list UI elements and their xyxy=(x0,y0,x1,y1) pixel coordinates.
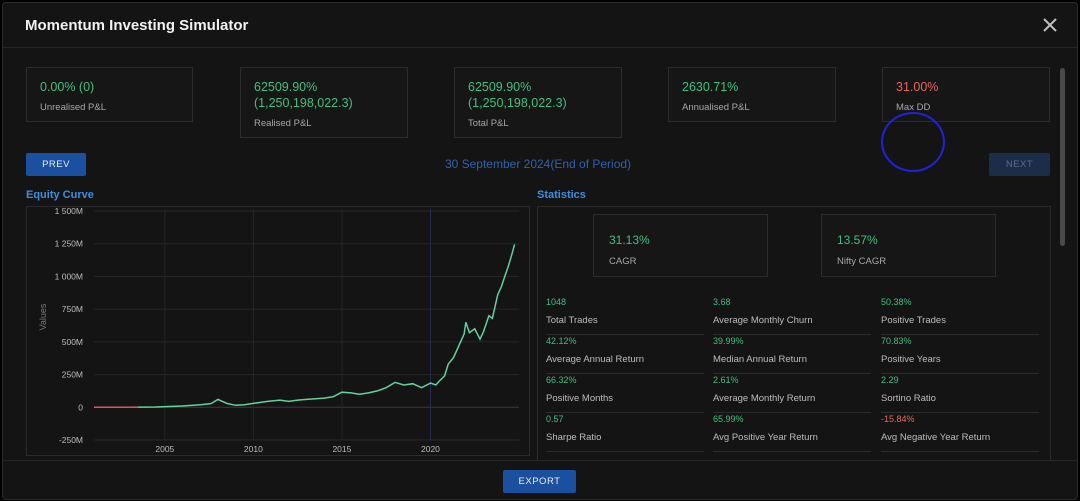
stat-value: 66.32% xyxy=(546,375,577,385)
y-tick-label: 1 250M xyxy=(55,239,83,249)
statistics-panel: 31.13% CAGR 13.57% Nifty CAGR 1048 Total … xyxy=(537,206,1051,460)
statistics-title: Statistics xyxy=(537,189,586,201)
stat-item: 65.99% Avg Positive Year Return xyxy=(713,412,871,452)
nifty-cagr-card: 13.57% Nifty CAGR xyxy=(821,214,996,277)
stat-value: 50.38% xyxy=(881,297,912,307)
stat-value: 39.99% xyxy=(713,336,744,346)
period-label: 30 September 2024(End of Period) xyxy=(444,157,632,171)
modal-header: Momentum Investing Simulator xyxy=(3,3,1077,48)
realised-pnl-card: 62509.90% (1,250,198,022.3) Realised P&L xyxy=(240,67,408,138)
annualised-pnl-card: 2630.71% Annualised P&L xyxy=(668,67,836,122)
y-axis-label: Values xyxy=(38,303,48,330)
stat-value: 0.57 xyxy=(546,414,564,424)
y-tick-label: -250M xyxy=(59,435,83,445)
stat-item: 42.12% Average Annual Return xyxy=(546,334,704,374)
modal-footer: EXPORT xyxy=(3,460,1077,499)
stat-label: Avg Negative Year Return xyxy=(881,432,991,443)
stat-value: -15.84% xyxy=(881,414,915,424)
unrealised-pnl-value: 0.00% (0) xyxy=(40,80,95,94)
stat-item: 1048 Total Trades xyxy=(546,295,704,335)
x-tick-label: 2020 xyxy=(421,444,440,454)
annualised-pnl-label: Annualised P&L xyxy=(682,102,750,113)
max-dd-value: 31.00% xyxy=(896,80,939,94)
stat-label: Positive Years xyxy=(881,354,941,365)
max-dd-label: Max DD xyxy=(896,102,931,113)
equity-series-line xyxy=(94,244,516,409)
annualised-pnl-value: 2630.71% xyxy=(682,80,739,94)
vertical-scrollbar[interactable] xyxy=(1060,68,1065,246)
realised-pnl-label: Realised P&L xyxy=(254,118,312,129)
total-pnl-value: 62509.90% (1,250,198,022.3) xyxy=(468,79,567,111)
stat-value: 1048 xyxy=(546,297,567,307)
stat-item: 0.57 Sharpe Ratio xyxy=(546,412,704,452)
total-pnl-label: Total P&L xyxy=(468,118,509,129)
stat-label: Total Trades xyxy=(546,315,598,326)
equity-chart: -250M 0 250M 500M 750M 1 000M 1 250M 1 500M 2005… xyxy=(26,206,530,456)
stat-value: 65.99% xyxy=(713,414,744,424)
max-dd-card: 31.00% Max DD xyxy=(882,67,1050,122)
stat-item: 2.29 Sortino Ratio xyxy=(881,373,1039,413)
nifty-cagr-value: 13.57% xyxy=(837,233,878,247)
stat-label: Positive Months xyxy=(546,393,614,404)
stat-label: Average Monthly Churn xyxy=(713,315,813,326)
stat-value: 70.83% xyxy=(881,336,912,346)
x-tick-label: 2010 xyxy=(244,444,263,454)
realised-pnl-value: 62509.90% (1,250,198,022.3) xyxy=(254,79,353,111)
export-button[interactable]: EXPORT xyxy=(503,470,576,493)
cagr-card: 31.13% CAGR xyxy=(593,214,768,277)
y-tick-label: 1 500M xyxy=(55,207,83,216)
realised-pnl-amount: (1,250,198,022.3) xyxy=(254,96,353,110)
stat-item: 66.32% Positive Months xyxy=(546,373,704,413)
close-icon[interactable] xyxy=(1039,14,1061,36)
stat-value: 2.61% xyxy=(713,375,739,385)
stat-item: 39.99% Median Annual Return xyxy=(713,334,871,374)
y-tick-label: 250M xyxy=(62,370,83,380)
x-tick-label: 2015 xyxy=(332,444,351,454)
cagr-label: CAGR xyxy=(609,256,637,267)
stat-value: 2.29 xyxy=(881,375,899,385)
total-pnl-percent: 62509.90% xyxy=(468,80,532,94)
modal-title: Momentum Investing Simulator xyxy=(25,17,249,34)
total-pnl-card: 62509.90% (1,250,198,022.3) Total P&L xyxy=(454,67,622,138)
equity-curve-title: Equity Curve xyxy=(26,189,94,201)
stat-item: 3.68 Average Monthly Churn xyxy=(713,295,871,335)
unrealised-pnl-card: 0.00% (0) Unrealised P&L xyxy=(26,67,193,122)
y-tick-label: 0 xyxy=(78,402,83,412)
stat-label: Sharpe Ratio xyxy=(546,432,602,443)
stat-label: Avg Positive Year Return xyxy=(713,432,818,443)
stat-label: Average Annual Return xyxy=(546,354,645,365)
prev-button[interactable]: PREV xyxy=(26,153,86,176)
stat-label: Median Annual Return xyxy=(713,354,808,365)
stat-item: 50.38% Positive Trades xyxy=(881,295,1039,335)
unrealised-pnl-label: Unrealised P&L xyxy=(40,102,107,113)
total-pnl-amount: (1,250,198,022.3) xyxy=(468,96,567,110)
y-tick-label: 1 000M xyxy=(55,271,83,281)
y-tick-label: 500M xyxy=(62,337,83,347)
equity-chart-svg: -250M 0 250M 500M 750M 1 000M 1 250M 1 500M 2005… xyxy=(38,206,519,454)
stat-label: Positive Trades xyxy=(881,315,946,326)
modal-body: 0.00% (0) Unrealised P&L 62509.90% (1,25… xyxy=(3,48,1077,460)
stat-item: -15.84% Avg Negative Year Return xyxy=(881,412,1039,452)
nifty-cagr-label: Nifty CAGR xyxy=(837,256,887,267)
stat-item: 70.83% Positive Years xyxy=(881,334,1039,374)
stat-item: 2.61% Average Monthly Return xyxy=(713,373,871,413)
stat-value: 3.68 xyxy=(713,297,731,307)
next-button[interactable]: NEXT xyxy=(989,153,1050,176)
stat-label: Sortino Ratio xyxy=(881,393,936,404)
y-tick-label: 750M xyxy=(62,304,83,314)
stat-value: 42.12% xyxy=(546,336,577,346)
x-tick-label: 2005 xyxy=(155,444,174,454)
realised-pnl-percent: 62509.90% xyxy=(254,80,318,94)
stat-label: Average Monthly Return xyxy=(713,393,816,404)
cagr-value: 31.13% xyxy=(609,233,650,247)
